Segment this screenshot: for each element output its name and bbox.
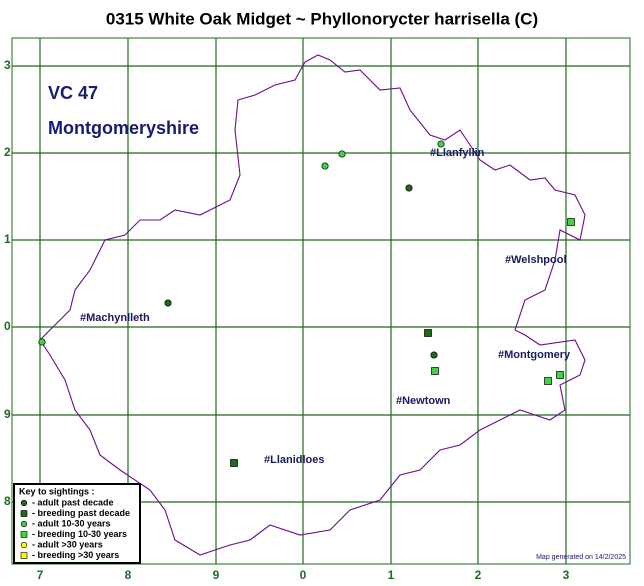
town-label: #Newtown	[396, 395, 451, 407]
key-symbol	[20, 541, 28, 549]
breeding-10-30	[431, 367, 439, 375]
breeding-10-30	[556, 371, 564, 379]
key-item: - adult past decade	[32, 497, 114, 507]
map-frame	[11, 37, 631, 565]
y-grid-label: 8	[4, 494, 11, 508]
key-symbol	[20, 510, 28, 517]
breeding-past-decade	[230, 459, 238, 467]
key-item: - breeding 10-30 years	[32, 529, 127, 539]
x-grid-label: 9	[213, 568, 220, 582]
adult-10-30	[437, 140, 445, 148]
y-grid-label: 9	[4, 407, 11, 421]
map-title: 0315 White Oak Midget ~ Phyllonorycter h…	[106, 9, 538, 28]
key-symbol	[20, 499, 28, 507]
footer: Map generated on 14/2/2025	[536, 554, 626, 561]
x-grid-label: 8	[125, 568, 132, 582]
key-title: Key to sightings :	[19, 486, 95, 496]
adult-10-30	[38, 338, 46, 346]
key-symbol	[20, 552, 28, 559]
y-grid-label: 1	[4, 232, 11, 246]
key: Key to sightings : - adult past decade- …	[13, 483, 141, 564]
region-code: VC 47	[48, 83, 98, 103]
breeding-past-decade	[424, 329, 432, 337]
town-label: #Montgomery	[498, 349, 571, 361]
key-symbol	[20, 531, 28, 538]
town-label: #Machynlleth	[80, 312, 150, 324]
breeding-10-30	[567, 218, 575, 226]
key-box	[13, 483, 141, 564]
key-item: - adult 10-30 years	[32, 518, 111, 528]
county-boundary	[39, 54, 586, 556]
y-grid-label: 2	[4, 145, 11, 159]
key-item: - breeding >30 years	[32, 550, 119, 560]
x-grid-label: 2	[475, 568, 482, 582]
x-grid-label: 1	[388, 568, 395, 582]
x-grid-label: 7	[37, 568, 44, 582]
adult-10-30	[338, 150, 346, 158]
x-grid-label: 0	[300, 568, 307, 582]
adult-past-decade	[164, 299, 172, 307]
key-item: - breeding past decade	[32, 508, 130, 518]
y-grid-label: 3	[4, 58, 11, 72]
key-symbol	[20, 520, 28, 528]
sightings	[38, 140, 575, 467]
y-grid-label: 0	[4, 319, 11, 333]
adult-past-decade	[405, 184, 413, 192]
towns: #Llanfyllin #Welshpool #Machynlleth #Montgo…	[80, 147, 571, 466]
town-label: #Llanidloes	[264, 454, 325, 466]
x-grid-label: 3	[563, 568, 570, 582]
region-name: Montgomeryshire	[48, 118, 199, 138]
key-item: - adult >30 years	[32, 539, 103, 549]
adult-past-decade	[430, 351, 438, 359]
town-label: #Llanfyllin	[430, 147, 485, 159]
adult-10-30	[321, 162, 329, 170]
breeding-10-30	[544, 377, 552, 385]
town-label: #Welshpool	[505, 254, 567, 266]
